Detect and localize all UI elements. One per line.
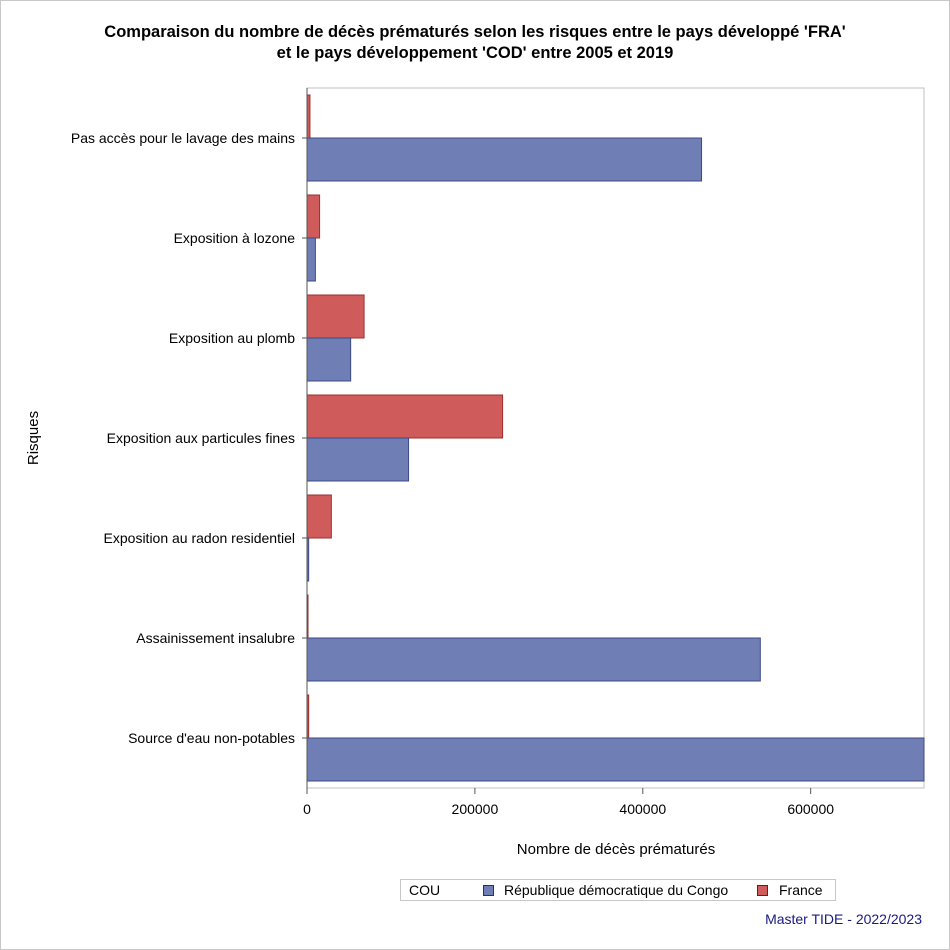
y-tick-label-exposition-aux-particules-fines: Exposition aux particules fines <box>107 430 295 446</box>
legend-label-cod: République démocratique du Congo <box>504 882 729 898</box>
bar-cod-exposition-aux-particules-fines <box>306 437 410 482</box>
bar-cod-exposition-a-lozone <box>306 237 316 282</box>
chart-title-line-1: Comparaison du nombre de décès prématuré… <box>104 23 846 41</box>
footer-credit: Master TIDE - 2022/2023 <box>765 911 922 927</box>
x-tick-label: 0 <box>303 801 311 817</box>
y-tick-label-assainissement-insalubre: Assainissement insalubre <box>136 630 295 646</box>
bar-france-exposition-au-radon-residentiel <box>306 494 332 539</box>
y-tick-label-exposition-a-lozone: Exposition à lozone <box>174 230 296 246</box>
chart-title-line-2: et le pays développement 'COD' entre 200… <box>276 44 674 62</box>
legend-label-france: France <box>779 882 823 898</box>
x-tick-label: 600000 <box>787 801 834 817</box>
x-tick-label: 400000 <box>619 801 666 817</box>
y-tick-label-exposition-au-radon-residentiel: Exposition au radon residentiel <box>104 530 295 546</box>
bar-cod-pas-acces-pour-le-lavage-des-mains <box>306 137 703 182</box>
legend-title: COU <box>409 882 441 898</box>
legend-swatch-cod <box>483 885 494 896</box>
bar-cod-assainissement-insalubre <box>306 637 761 682</box>
legend: COU République démocratique du Congo Fra… <box>400 879 836 901</box>
legend-swatch-france <box>757 885 768 896</box>
bar-france-exposition-a-lozone <box>306 194 321 239</box>
x-axis-title: Nombre de décès prématurés <box>517 841 715 858</box>
bar-france-exposition-au-plomb <box>306 294 365 339</box>
y-axis-title: Risques <box>25 411 42 465</box>
y-tick-label-pas-acces-pour-le-lavage-des-mains: Pas accès pour le lavage des mains <box>71 130 295 146</box>
bar-france-exposition-aux-particules-fines <box>306 394 504 439</box>
bar-cod-source-d-eau-non-potables <box>306 737 925 782</box>
y-tick-label-source-d-eau-non-potables: Source d'eau non-potables <box>128 730 295 746</box>
bar-cod-exposition-au-plomb <box>306 337 352 382</box>
y-tick-label-exposition-au-plomb: Exposition au plomb <box>169 330 295 346</box>
x-tick-label: 200000 <box>452 801 499 817</box>
